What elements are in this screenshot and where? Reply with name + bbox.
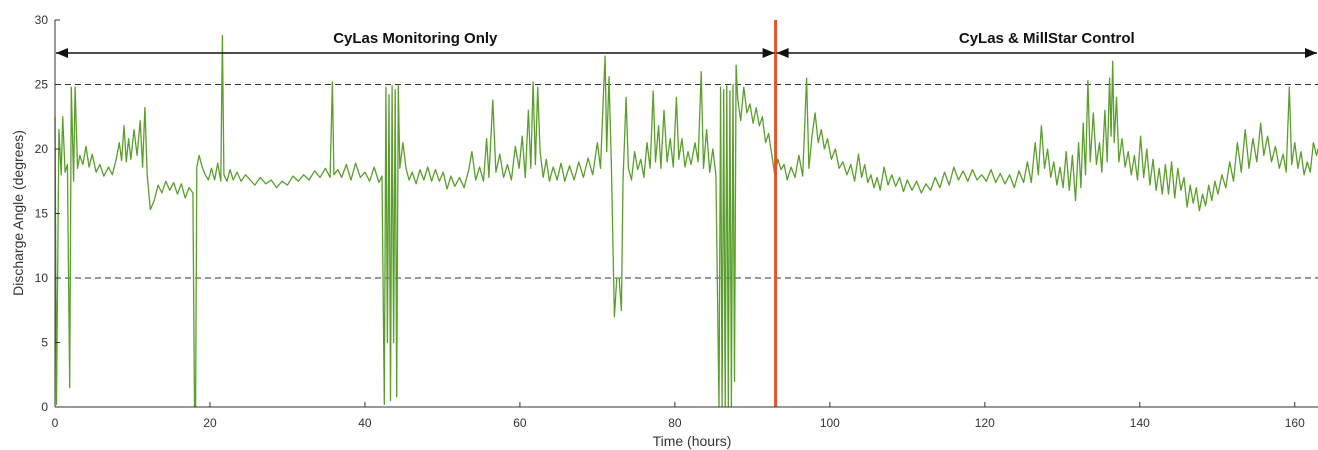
x-tick-label-140: 140	[1130, 416, 1150, 430]
x-tick-label-80: 80	[668, 416, 682, 430]
x-axis-title: Time (hours)	[653, 433, 732, 449]
x-tick-label-40: 40	[358, 416, 372, 430]
y-tick-label-10: 10	[35, 271, 49, 285]
y-tick-label-5: 5	[41, 336, 48, 350]
region-arrowhead-left-1	[776, 48, 789, 58]
data-series-layer	[54, 34, 1318, 408]
x-tick-label-160: 160	[1285, 416, 1305, 430]
axes: 0 5 10 15 20 25 30 0 20 40 60 80 100 120 140 160	[35, 13, 1318, 430]
region-arrowhead-right-0	[762, 48, 775, 58]
y-axis-title: Discharge Angle (degrees)	[10, 130, 26, 296]
y-tick-label-20: 20	[35, 142, 49, 156]
y-tick-label-30: 30	[35, 13, 49, 27]
x-tick-label-120: 120	[975, 416, 995, 430]
region-label-0: CyLas Monitoring Only	[333, 30, 498, 47]
region-arrowhead-left-0	[56, 48, 68, 58]
series-line-0	[54, 34, 1318, 408]
x-tick-label-20: 20	[203, 416, 217, 430]
y-tick-label-15: 15	[35, 207, 49, 221]
x-tick-label-60: 60	[513, 416, 527, 430]
region-annotations: CyLas Monitoring Only CyLas & MillStar Co…	[56, 30, 1317, 58]
region-arrowhead-right-1	[1305, 48, 1317, 58]
x-tick-label-100: 100	[820, 416, 840, 430]
region-label-1: CyLas & MillStar Control	[959, 30, 1135, 47]
y-tick-label-0: 0	[41, 400, 48, 414]
y-tick-label-25: 25	[35, 78, 49, 92]
reference-lines	[55, 84, 1318, 279]
x-tick-label-0: 0	[52, 416, 59, 430]
